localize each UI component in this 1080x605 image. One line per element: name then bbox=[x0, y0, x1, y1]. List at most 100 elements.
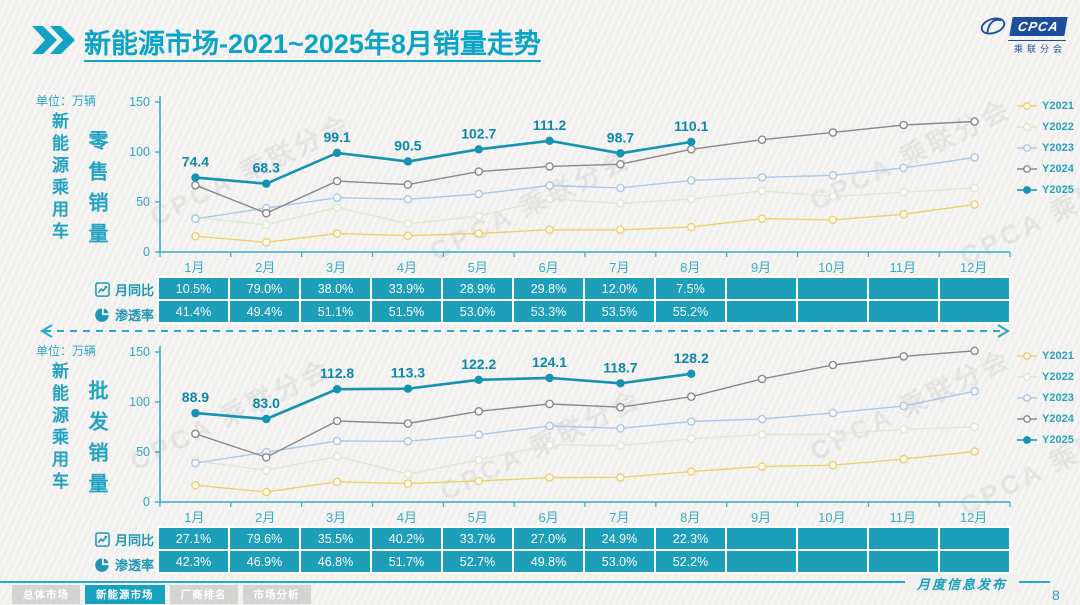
data-point-Y2024 bbox=[474, 167, 484, 176]
page-title-range: -2021~2025年8月销量走势 bbox=[219, 29, 541, 59]
data-point-Y2022 bbox=[261, 220, 271, 230]
month-label: 7月 bbox=[609, 510, 630, 525]
data-point-Y2021 bbox=[261, 237, 271, 247]
table-cell bbox=[869, 278, 938, 299]
data-point-Y2025 bbox=[191, 408, 200, 418]
legend-item-Y2025: Y2025 bbox=[1017, 184, 1074, 196]
data-point-Y2025 bbox=[262, 179, 271, 188]
footer-tab-新能源市场[interactable]: 新能源市场 bbox=[85, 585, 165, 604]
table-cell bbox=[727, 551, 796, 572]
cpca-swoosh-icon bbox=[980, 17, 1006, 35]
legend-item-Y2023: Y2023 bbox=[1017, 392, 1074, 404]
vehicle-group-label: 新能源乘用车 bbox=[49, 362, 68, 494]
table-cell bbox=[727, 301, 796, 322]
table-cell: 35.5% bbox=[301, 528, 370, 549]
data-point-Y2021 bbox=[191, 480, 200, 490]
table-cell: 52.7% bbox=[443, 551, 512, 572]
data-point-Y2022 bbox=[970, 183, 979, 193]
data-point-Y2024 bbox=[616, 159, 625, 169]
data-point-Y2023 bbox=[616, 183, 625, 193]
data-point-Y2025 bbox=[687, 369, 696, 378]
vehicle-group-label: 新能源乘用车 bbox=[49, 112, 68, 244]
legend-label: Y2025 bbox=[1042, 184, 1074, 196]
data-label-Y2025: 83.0 bbox=[253, 395, 280, 411]
data-label-Y2025: 102.7 bbox=[461, 125, 496, 141]
table-cell: 53.0% bbox=[443, 301, 512, 322]
wholesale-data-table: 27.1% 79.6% 35.5% 40.2% 33.7% 27.0% 24.9% 22.3%… bbox=[157, 526, 1011, 574]
data-point-Y2024 bbox=[332, 416, 342, 426]
month-label: 9月 bbox=[750, 260, 772, 275]
y-tick-label: 50 bbox=[136, 445, 150, 459]
table-cell: 22.3% bbox=[656, 528, 725, 549]
legend-marker-icon bbox=[1017, 165, 1037, 173]
data-point-Y2024 bbox=[899, 120, 909, 130]
legend-label: Y2025 bbox=[1042, 434, 1074, 446]
month-label: 6月 bbox=[538, 510, 559, 525]
series-line-Y2022 bbox=[195, 426, 975, 475]
data-point-Y2023 bbox=[545, 181, 554, 190]
watermark: CPCA 乘联分会 bbox=[145, 108, 357, 232]
data-point-Y2021 bbox=[332, 229, 342, 238]
pie-chart-icon bbox=[95, 308, 109, 322]
legend-label: Y2023 bbox=[1042, 392, 1074, 404]
data-point-Y2021 bbox=[616, 225, 625, 235]
data-point-Y2024 bbox=[970, 346, 979, 356]
table-cell: 41.4% bbox=[159, 301, 228, 322]
month-label: 9月 bbox=[750, 510, 772, 525]
legend-item-Y2021: Y2021 bbox=[1017, 350, 1074, 362]
data-point-Y2022 bbox=[191, 213, 200, 222]
data-point-Y2023 bbox=[616, 424, 625, 433]
table-cell bbox=[869, 301, 938, 322]
data-label-Y2025: 68.3 bbox=[253, 160, 280, 176]
data-point-Y2025 bbox=[403, 384, 413, 393]
data-point-Y2022 bbox=[403, 469, 413, 479]
data-point-Y2023 bbox=[191, 214, 200, 224]
series-line-Y2025 bbox=[195, 139, 692, 186]
data-point-Y2022 bbox=[261, 466, 271, 475]
series-line-Y2021 bbox=[195, 203, 975, 244]
data-point-Y2022 bbox=[545, 194, 554, 204]
legend-marker-icon bbox=[1017, 102, 1037, 110]
data-point-Y2021 bbox=[474, 229, 484, 238]
table-cell bbox=[940, 551, 1009, 572]
legend-marker-icon bbox=[1017, 186, 1037, 194]
data-point-Y2024 bbox=[474, 407, 484, 416]
data-point-Y2021 bbox=[828, 460, 838, 470]
watermark: CPCA 乘联分会 bbox=[125, 353, 337, 477]
data-point-Y2022 bbox=[474, 455, 484, 465]
month-axis-labels: 1月 2月 3月 4月 5月 6月 7月 8月 9月 10月 11月 12月 bbox=[159, 507, 1009, 526]
data-point-Y2022 bbox=[616, 441, 625, 450]
footer-tab-市场分析[interactable]: 市场分析 bbox=[242, 585, 311, 604]
table-cell bbox=[798, 278, 867, 299]
data-point-Y2023 bbox=[686, 417, 696, 426]
yoy-row: 10.5% 79.0% 38.0% 33.9% 28.9% 29.8% 12.0% 7.5% bbox=[159, 278, 1009, 299]
retail-line-chart: 0 50 100 150 74.4 68.3 99.1 90.5 102.7 111.2 98.7 1… bbox=[129, 95, 1011, 259]
data-point-Y2021 bbox=[899, 209, 909, 219]
data-point-Y2021 bbox=[757, 214, 767, 223]
legend-marker-icon bbox=[1017, 436, 1037, 444]
footer-tab-总体市场[interactable]: 总体市场 bbox=[12, 585, 80, 604]
data-point-Y2022 bbox=[545, 440, 554, 450]
table-cell: 51.1% bbox=[301, 301, 370, 322]
data-point-Y2023 bbox=[474, 430, 484, 439]
data-point-Y2025 bbox=[616, 379, 625, 388]
footer-tab-厂商排名[interactable]: 厂商排名 bbox=[169, 585, 238, 604]
page-title: 新能源市场-2021~2025年8月销量走势 bbox=[84, 22, 541, 61]
pie-chart-icon bbox=[95, 558, 109, 572]
measure-label-retail: 零售销量 bbox=[85, 130, 107, 254]
legend-item-Y2024: Y2024 bbox=[1017, 413, 1074, 425]
data-point-Y2025 bbox=[191, 173, 200, 182]
table-cell bbox=[798, 551, 867, 572]
cpca-logo: CPCA 乘联分会 bbox=[966, 14, 1068, 55]
data-point-Y2021 bbox=[970, 200, 979, 209]
month-label: 12月 bbox=[959, 510, 988, 525]
table-cell: 46.9% bbox=[230, 551, 299, 572]
line-chart-icon bbox=[95, 282, 110, 297]
legend-label: Y2024 bbox=[1042, 413, 1074, 425]
data-point-Y2023 bbox=[332, 436, 342, 446]
table-cell bbox=[798, 301, 867, 322]
month-label: 6月 bbox=[538, 260, 559, 275]
data-point-Y2024 bbox=[545, 399, 554, 409]
table-cell: 27.0% bbox=[514, 528, 583, 549]
watermark: CPCA 乘联分会 bbox=[435, 383, 647, 507]
